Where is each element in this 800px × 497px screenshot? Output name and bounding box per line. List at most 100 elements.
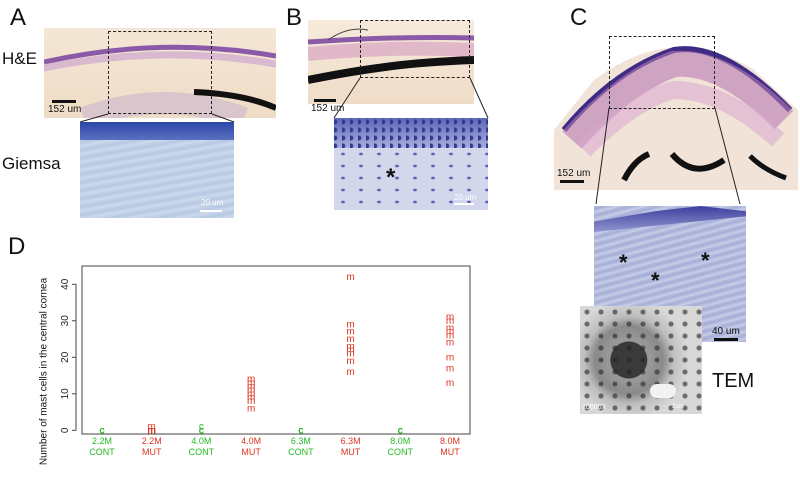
chart-data-point: m [446,378,454,389]
panel-b-he-scale-label: 152 um [311,103,345,114]
panel-b-he-micrograph [308,20,474,104]
panel-a-giemsa-scale-label: 20 um [201,198,224,207]
panel-c-mast-cell-asterisk-1: * [619,250,628,275]
panel-b-zoom-lines [333,77,489,119]
panel-c-giemsa-scalebar [714,338,738,341]
chart-data-point: c [398,425,403,436]
panel-a-he-scale-label: 152 um [48,104,82,115]
chart-data-point: m [446,338,454,349]
panel-letter-c: C [570,4,588,31]
chart-data-point: m [247,374,255,385]
chart-data-point: m [247,389,255,400]
panel-c-tem-micrograph [580,306,702,414]
chart-data-point: c [100,425,105,436]
chart-data-point: m [247,403,255,414]
chart-x-category-group: CONT [388,447,414,457]
chart-x-category-age: 8.0M [390,436,410,446]
chart-data-point: m [446,323,454,334]
panel-c-he-tissue [554,46,798,190]
chart-data-point: m [346,327,354,338]
chart-data-point: c [298,425,303,436]
panel-c-he-scale-label: 152 um [557,168,591,179]
chart-y-tick-label: 20 [60,351,71,363]
panel-c-zoom-lines [595,107,741,205]
giemsa-row-label: Giemsa [2,154,61,173]
chart-data-point: m [247,385,255,396]
chart-data-point: m [446,316,454,327]
chart-data-point: c [199,422,204,433]
chart-data-point: m [446,327,454,338]
chart-x-category-age: 2.2M [142,436,162,446]
chart-data-point: m [346,345,354,356]
chart-data-point: c [298,425,303,436]
chart-x-category-group: MUT [440,447,460,457]
panel-b-he-tissue [308,28,474,84]
chart-data-point: m [247,392,255,403]
chart-data-point: m [346,272,354,283]
panel-b-giemsa-scalebar [454,203,474,205]
chart-x-category-group: MUT [241,447,261,457]
chart-y-tick-label: 10 [60,388,71,400]
panel-a-giemsa-scalebar [200,210,222,212]
panel-b-giemsa-micrograph [334,118,488,210]
panel-c-he-scalebar [560,180,584,183]
chart-x-category-group: MUT [341,447,361,457]
chart-data-point: c [398,425,403,436]
panel-a-giemsa-micrograph [80,122,234,218]
chart-x-category-age: 6.3M [291,436,311,446]
chart-data-point: m [446,363,454,374]
panel-c-tem-magnification: 10000X [582,404,607,411]
chart-x-category-group: CONT [89,447,115,457]
chart-data-point: m [247,378,255,389]
chart-y-tick-label: 0 [60,427,71,433]
chart-data-point: m [446,330,454,341]
chart-plot-frame [81,265,471,435]
chart-data-point: c [100,425,105,436]
chart-data-point: c [298,425,303,436]
panel-b-he-scalebar [314,99,336,102]
chart-x-category-group: CONT [189,447,215,457]
panel-b-zoom-box [360,20,470,78]
chart-data-point: m [148,422,156,433]
chart-data-point: c [100,425,105,436]
chart-x-category-group: CONT [288,447,314,457]
panel-letter-d: D [8,233,26,260]
panel-letter-b: B [286,4,303,31]
chart-y-tick-label: 40 [60,278,71,290]
chart-data-point: m [446,312,454,323]
chart-x-category-age: 4.0M [191,436,211,446]
panel-c-zoom-box [609,36,715,109]
chart-data-point: c [100,425,105,436]
chart-data-point: m [346,349,354,360]
chart-data-point: m [446,352,454,363]
chart-data-point: c [298,425,303,436]
chart-data-point: m [148,425,156,436]
panel-b-giemsa-scale-label: 20 um [454,193,477,202]
chart-data-point: c [199,425,204,436]
chart-x-category-age: 2.2M [92,436,112,446]
panel-a-zoom-lines [79,113,235,123]
panel-c-mast-cell-asterisk-2: * [651,268,660,293]
chart-x-category-age: 6.3M [341,436,361,446]
he-row-label: H&E [2,49,37,68]
chart-data-point: c [100,425,105,436]
chart-data-point: c [199,425,204,436]
panel-a-zoom-box [108,31,212,114]
chart-data-point: c [398,425,403,436]
chart-data-point: m [148,425,156,436]
panel-a-he-tissue [44,44,276,118]
chart-data-point: m [346,367,354,378]
chart-data-point: c [398,425,403,436]
chart-data-point: c [298,425,303,436]
panel-a-he-micrograph [44,28,276,118]
panel-b-mast-cell-asterisk: * [386,164,396,191]
chart-data-point: m [346,341,354,352]
chart-data-point: m [148,425,156,436]
chart-x-category-age: 4.0M [241,436,261,446]
mast-cell-scatter-chart: 0102030402.2MCONT2.2MMUT4.0MCONT4.0MMUT6… [60,265,471,457]
chart-x-category-age: 8.0M [440,436,460,446]
panel-a-he-scalebar [52,100,76,103]
panel-c-giemsa-scale-label: 40 um [712,326,740,337]
chart-data-point: m [346,319,354,330]
chart-data-point: c [398,425,403,436]
